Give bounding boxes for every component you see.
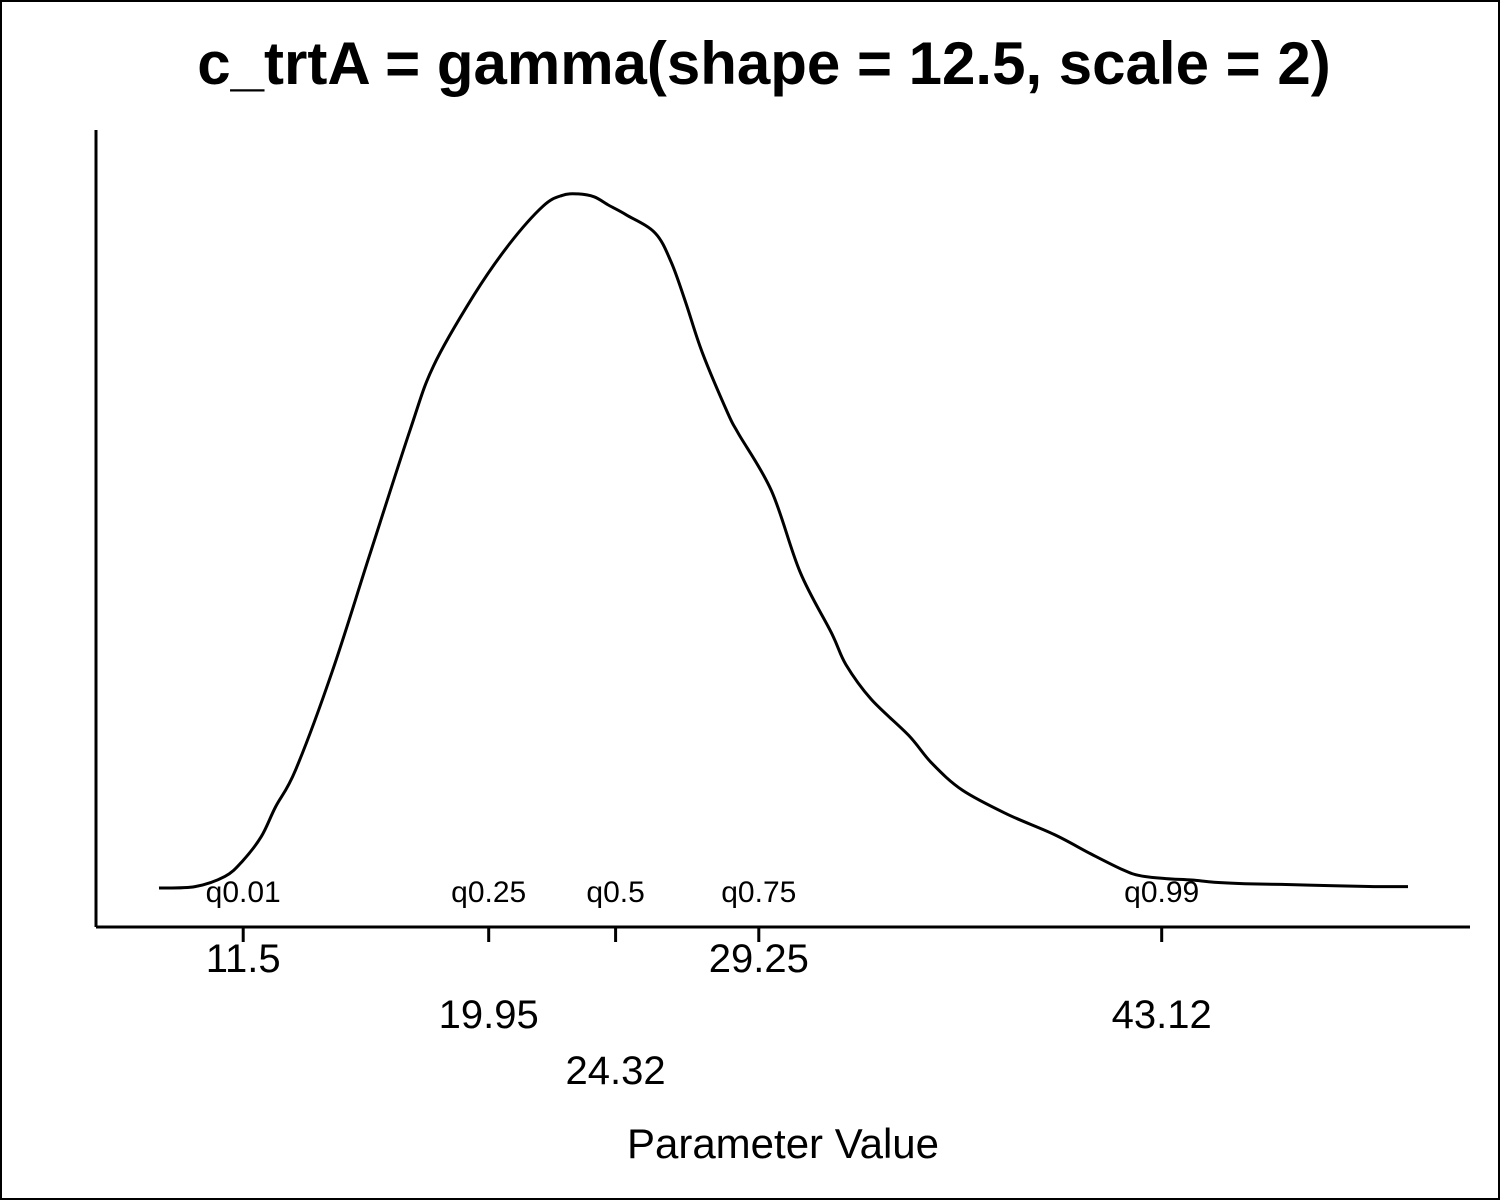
quantile-label: q0.99 <box>1124 876 1199 909</box>
x-tick-label: 11.5 <box>206 937 281 981</box>
chart-title: c_trtA = gamma(shape = 12.5, scale = 2) <box>197 30 1330 97</box>
quantile-label: q0.5 <box>586 876 644 909</box>
density-curve <box>158 192 1409 890</box>
x-tick-label: 19.95 <box>439 993 539 1037</box>
quantile-label: q0.25 <box>451 876 526 909</box>
x-tick-label: 24.32 <box>566 1049 666 1093</box>
x-tick-label: 29.25 <box>709 937 809 981</box>
quantile-label: q0.01 <box>206 876 281 909</box>
x-axis-title: Parameter Value <box>627 1120 939 1167</box>
quantile-label: q0.75 <box>721 876 796 909</box>
quantile-markers: q0.01 11.5 q0.25 19.95 q0.5 24.32 q0.75 29.25 q0… <box>206 876 1212 1093</box>
x-tick-label: 43.12 <box>1112 993 1212 1037</box>
